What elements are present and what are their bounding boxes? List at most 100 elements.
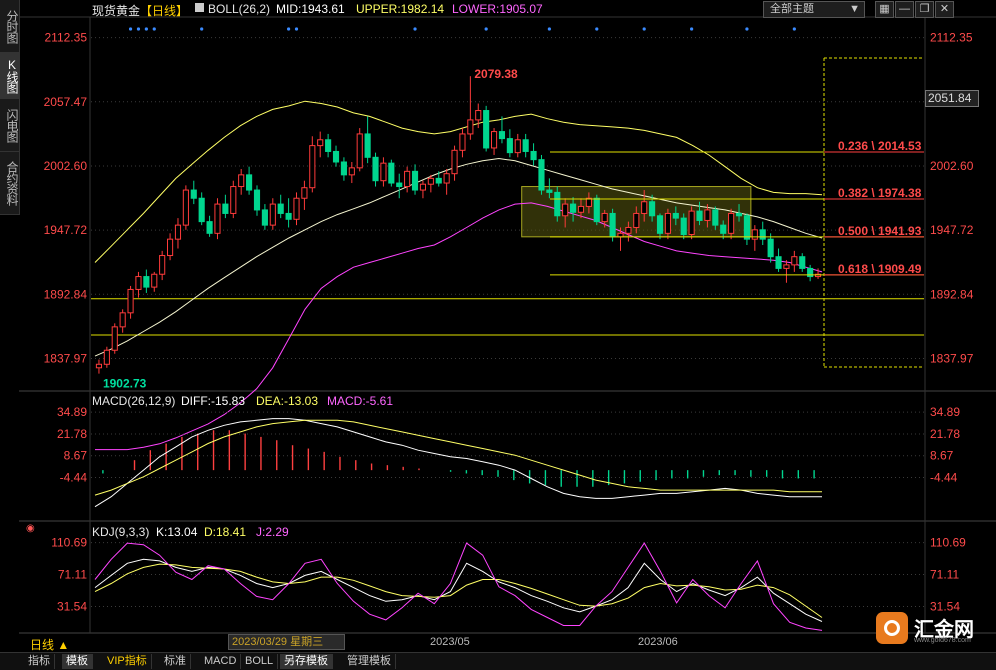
candle-down: [570, 203, 577, 213]
candle-down: [530, 150, 537, 161]
period-label: 【日线】: [140, 4, 189, 18]
signal-dot: [547, 27, 551, 31]
candle-up: [783, 264, 790, 269]
macd-tick-left: -4.44: [60, 471, 88, 485]
tab-save-template[interactable]: 另存模板: [280, 654, 333, 669]
logo-badge-icon: [876, 612, 908, 644]
kdj-name: KDJ(9,3,3): [92, 525, 150, 539]
candle-down: [743, 215, 750, 240]
macd-tick-right: 34.89: [930, 405, 960, 419]
candle-down: [767, 238, 774, 258]
grid-icon[interactable]: ▦: [875, 1, 894, 18]
candle-up: [751, 229, 758, 240]
candle-up: [419, 183, 427, 191]
candle-down: [712, 209, 719, 226]
candle-down: [372, 156, 379, 182]
close-icon[interactable]: ✕: [935, 1, 954, 18]
candle-down: [759, 229, 766, 240]
kdj-tick-right: 71.11: [930, 568, 959, 582]
logo-text: 汇金网: [914, 619, 974, 641]
macd-tick-left: 21.78: [57, 427, 87, 441]
candle-up: [443, 173, 450, 184]
kdj-settings-icon[interactable]: ◉: [26, 523, 35, 534]
tab-macd[interactable]: MACD: [200, 654, 242, 669]
candle-down: [735, 212, 743, 217]
signal-dot: [128, 27, 133, 31]
candle-down: [277, 203, 284, 214]
tab-standard[interactable]: 标准: [160, 654, 191, 669]
period-switch-button[interactable]: 日线 ▲: [30, 638, 70, 652]
tab-indicator[interactable]: 指标: [24, 654, 55, 669]
signal-dot: [294, 27, 299, 31]
kdj-tick-left: 110.69: [51, 536, 87, 550]
tab-timeshare[interactable]: 分时图: [0, 0, 20, 53]
candle-up: [151, 273, 158, 288]
candle-up: [451, 149, 458, 175]
candle-up: [514, 139, 521, 154]
signal-dot: [745, 27, 749, 31]
candle-down: [807, 267, 814, 278]
kdj-j-value: J:2.29: [256, 525, 289, 539]
candle-up: [562, 203, 569, 217]
candle-up: [159, 255, 166, 275]
candle-up: [641, 201, 648, 214]
price-tick-right: 2112.35: [930, 31, 973, 45]
candle-down: [498, 131, 506, 140]
signal-dot: [413, 27, 417, 31]
candle-up: [625, 226, 632, 234]
candle-up: [814, 273, 822, 278]
candle-up: [356, 133, 363, 169]
candle-up: [214, 203, 221, 234]
tab-kline[interactable]: K线图: [0, 53, 20, 99]
candle-up: [111, 326, 118, 351]
candle-up: [269, 203, 276, 226]
candle-down: [799, 256, 806, 269]
macd-dea-line: [94, 419, 822, 496]
kdj-d-line: [94, 563, 823, 618]
tab-boll[interactable]: BOLL: [241, 654, 279, 669]
macd-diff-value: DIFF:-15.83: [181, 394, 246, 408]
minimize-icon[interactable]: —: [895, 1, 914, 18]
fib-label: 0.236 \ 2014.53: [838, 139, 922, 153]
macd-tick-right: 8.67: [930, 449, 954, 463]
gold678-logo: 汇金网 www.gold678.com: [872, 610, 996, 650]
scheme-dropdown[interactable]: 全部主题 ▼: [763, 1, 865, 18]
tab-contract-info[interactable]: 合约资料: [0, 152, 20, 215]
candle-down: [246, 174, 253, 191]
tab-vip-indicator[interactable]: VIP指标: [103, 654, 152, 669]
candle-down: [522, 139, 529, 152]
macd-tick-left: 34.89: [57, 405, 87, 419]
candle-up: [317, 139, 324, 147]
high-price-label: 2079.38: [474, 67, 518, 81]
candle-down: [206, 221, 213, 234]
candle-down: [285, 212, 292, 220]
price-tick-left: 1947.72: [44, 223, 88, 237]
tab-template[interactable]: 模板: [62, 654, 93, 669]
tab-lightning[interactable]: 闪电图: [0, 99, 20, 152]
candle-up: [490, 131, 498, 149]
signal-dot: [642, 27, 646, 31]
macd-name: MACD(26,12,9): [92, 394, 176, 408]
macd-tick-left: 8.67: [64, 449, 88, 463]
candle-down: [143, 276, 150, 288]
candle-up: [309, 145, 316, 189]
candle-up: [475, 110, 482, 121]
macd-hist-value: MACD:-5.61: [327, 394, 394, 408]
restore-icon[interactable]: ❐: [915, 1, 934, 18]
signal-dot: [690, 27, 694, 31]
candle-down: [325, 139, 332, 152]
signal-dot: [287, 27, 291, 31]
candle-up: [467, 119, 474, 135]
tab-manage-template[interactable]: 管理模板: [343, 654, 396, 669]
price-tick-right: 1892.84: [930, 287, 974, 301]
boll-upper-value: UPPER:1982.14: [356, 2, 445, 16]
candle-up: [728, 212, 735, 234]
signal-dot: [595, 27, 599, 31]
boll-mid-value: MID:1943.61: [276, 2, 345, 16]
candle-down: [396, 182, 403, 188]
month-label-may: 2023/05: [430, 636, 470, 648]
candle-up: [617, 232, 624, 238]
boll-lower-line: [95, 202, 823, 451]
cursor-date: 2023/03/29 星期三: [228, 634, 345, 650]
